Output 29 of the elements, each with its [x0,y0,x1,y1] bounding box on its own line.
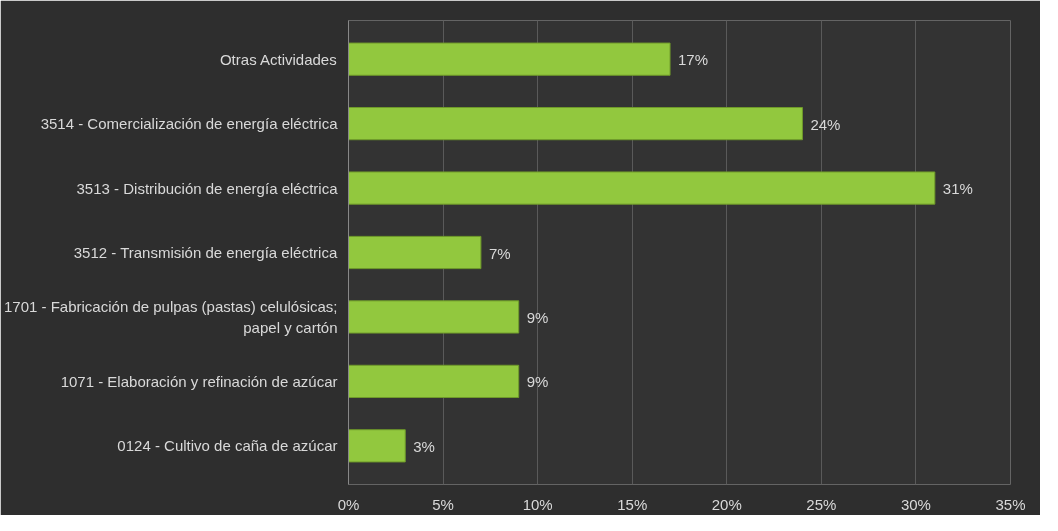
x-tick-label: 35% [995,495,1026,513]
bar [348,429,406,463]
bar [348,42,671,76]
data-label: 17% [678,51,709,69]
x-tick-label: 15% [617,495,648,513]
data-label: 3% [413,437,435,455]
bar [348,107,803,141]
bar [348,364,520,398]
bar [348,300,520,334]
y-tick-label: 3513 - Distribución de energía eléctrica [76,179,339,197]
data-label: 31% [942,180,973,198]
bar [348,235,482,270]
y-tick-label: 1071 - Elaboración y refinación de azúcar [60,372,338,390]
y-tick-label: 0124 - Cultivo de caña de azúcar [117,437,338,455]
data-label: 9% [526,373,549,391]
data-label: 9% [526,308,549,326]
y-tick-label: 1701 - Fabricación de pulpas (pastas) celulósicas; papel y cartón [3,298,338,336]
data-label: 7% [488,244,511,262]
x-tick-label: 5% [432,495,454,513]
x-tick-label: 20% [711,495,742,513]
x-tick-label: 10% [522,495,553,513]
y-tick-label: 3514 - Comercialización de energía eléctrica [40,115,339,133]
x-tick-label: 25% [806,495,837,513]
x-tick-label: 0% [337,495,360,513]
y-tick-label: Otras Actividades [219,50,337,68]
x-tick-label: 30% [900,495,931,513]
data-label: 24% [810,115,841,133]
y-tick-label: 3512 - Transmisión de energía eléctrica [73,244,338,261]
bar [348,171,936,205]
